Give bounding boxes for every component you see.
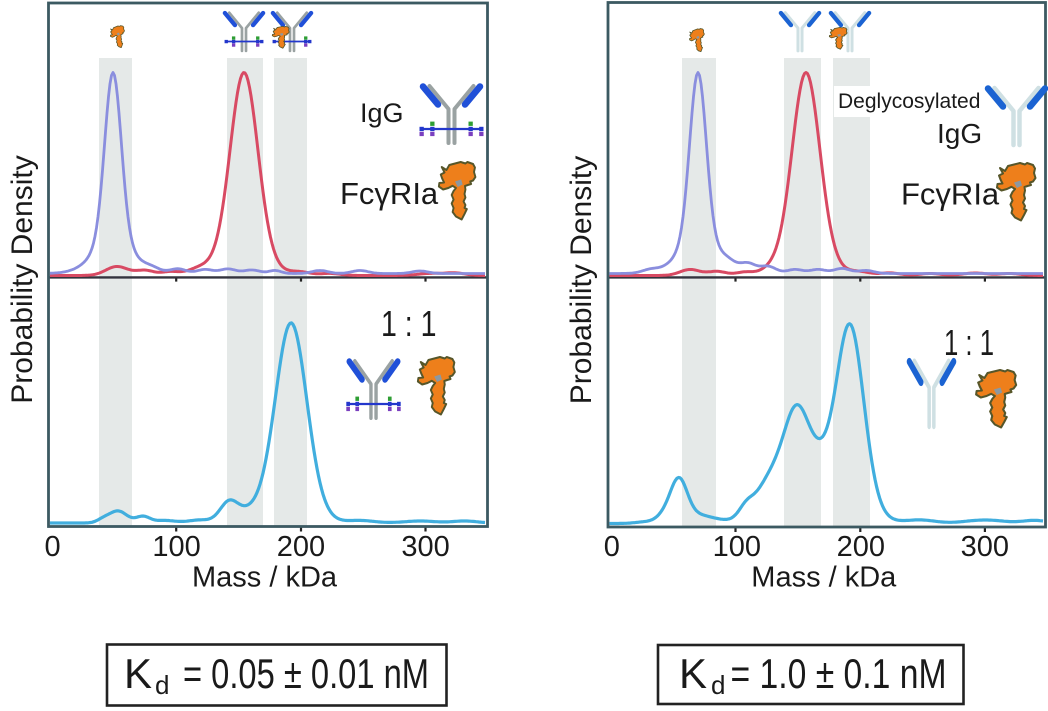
svg-text:= 0.05 ± 0.01 nM: = 0.05 ± 0.01 nM	[183, 650, 429, 697]
svg-text:1 : 1: 1 : 1	[944, 322, 994, 363]
svg-text:d: d	[711, 670, 725, 700]
svg-text:200: 200	[277, 531, 325, 563]
svg-text:K: K	[679, 650, 707, 697]
svg-text:K: K	[124, 650, 152, 697]
svg-text:IgG: IgG	[937, 118, 982, 149]
svg-text:100: 100	[152, 531, 200, 563]
svg-text:0: 0	[45, 531, 61, 563]
svg-text:FcγRIa: FcγRIa	[340, 176, 439, 211]
svg-text:Mass / kDa: Mass / kDa	[751, 562, 897, 594]
svg-text:200: 200	[837, 531, 885, 563]
svg-text:300: 300	[401, 531, 449, 563]
svg-text:FcγRIa: FcγRIa	[901, 177, 1000, 212]
svg-text:300: 300	[961, 531, 1009, 563]
svg-text:Probability Density: Probability Density	[565, 156, 598, 404]
svg-text:Mass / kDa: Mass / kDa	[192, 562, 338, 594]
svg-text:Probability Density: Probability Density	[6, 155, 39, 403]
svg-text:IgG: IgG	[360, 98, 404, 128]
svg-text:Deglycosylated: Deglycosylated	[838, 90, 980, 113]
svg-text:d: d	[155, 670, 169, 700]
svg-text:100: 100	[713, 531, 761, 563]
svg-text:1 : 1: 1 : 1	[381, 303, 437, 344]
svg-text:0: 0	[604, 531, 620, 563]
svg-text:= 1.0 ± 0.1 nM: = 1.0 ± 0.1 nM	[731, 650, 947, 697]
